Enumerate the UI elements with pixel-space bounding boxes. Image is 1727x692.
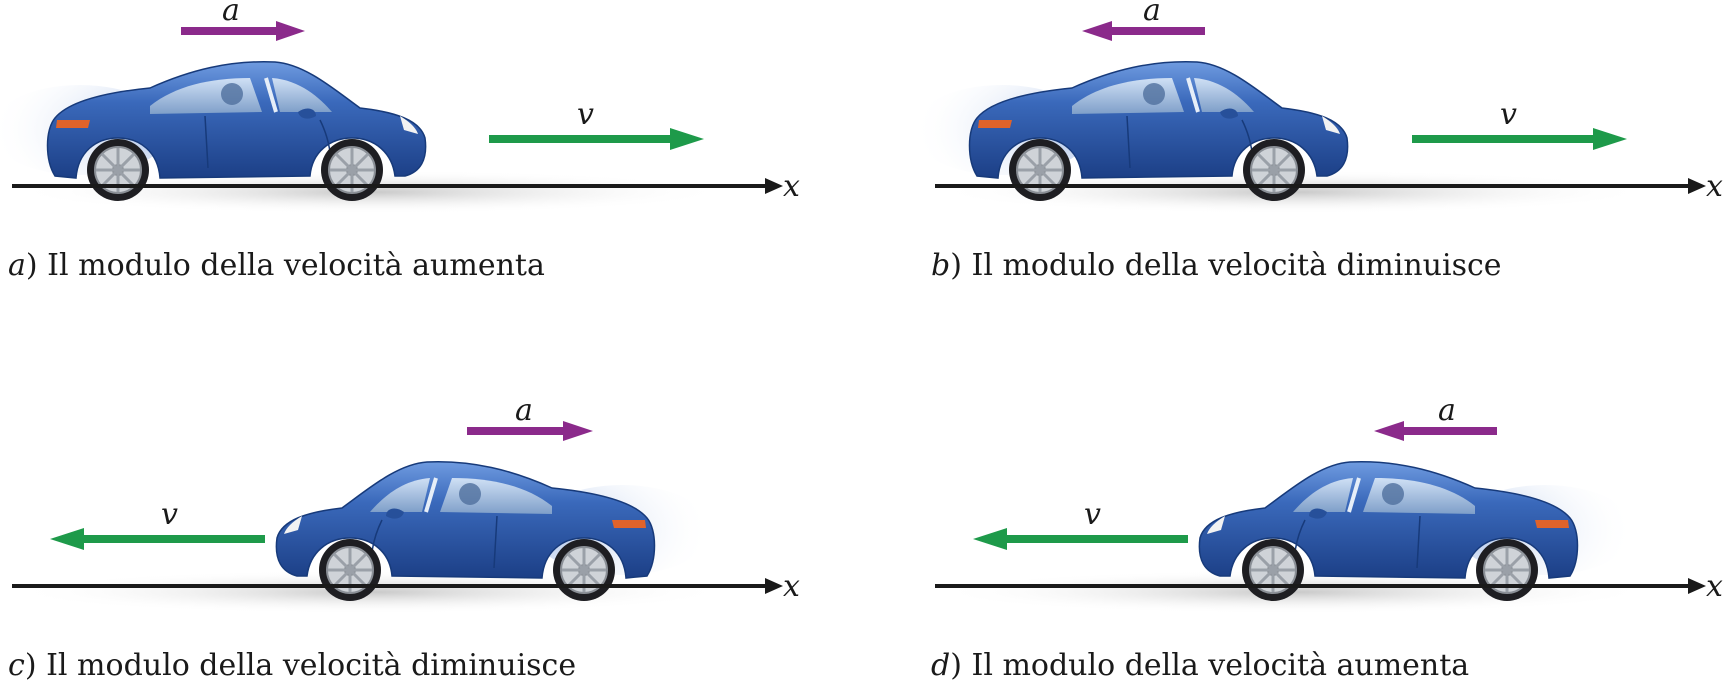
- caption-d: d) Il modulo della velocità aumenta: [931, 648, 1470, 683]
- velocity-arrowhead: [973, 528, 1007, 550]
- velocity-label: v: [161, 497, 178, 532]
- acceleration-label: a: [222, 0, 240, 28]
- acceleration-label: a: [1143, 0, 1161, 28]
- acceleration-label: a: [515, 393, 533, 428]
- x-axis-arrowhead: [1688, 578, 1706, 594]
- acceleration-arrowhead: [563, 421, 593, 441]
- x-axis-label: x: [783, 569, 800, 604]
- velocity-label: v: [577, 97, 594, 132]
- caption-c: c) Il modulo della velocità diminuisce: [8, 648, 577, 683]
- panel-d: x a v: [933, 393, 1723, 614]
- velocity-arrowhead: [1593, 128, 1627, 150]
- panel-b: x a v: [910, 0, 1723, 214]
- x-axis-arrowhead: [765, 578, 783, 594]
- velocity-label: v: [1500, 97, 1517, 132]
- acceleration-label: a: [1438, 393, 1456, 428]
- acceleration-arrowhead: [1082, 21, 1112, 41]
- x-axis-arrowhead: [765, 178, 783, 194]
- velocity-arrowhead: [670, 128, 704, 150]
- velocity-label: v: [1084, 497, 1101, 532]
- x-axis-arrowhead: [1688, 178, 1706, 194]
- velocity-arrowhead: [50, 528, 84, 550]
- acceleration-arrowhead: [276, 21, 305, 41]
- panel-a: x a v: [0, 0, 800, 214]
- panel-c: x a v: [10, 393, 800, 614]
- x-axis-label: x: [1706, 569, 1723, 604]
- caption-a: a) Il modulo della velocità aumenta: [8, 248, 545, 283]
- x-axis-label: x: [783, 169, 800, 204]
- x-axis-label: x: [1706, 169, 1723, 204]
- caption-b: b) Il modulo della velocità diminuisce: [931, 248, 1502, 283]
- acceleration-arrowhead: [1374, 421, 1404, 441]
